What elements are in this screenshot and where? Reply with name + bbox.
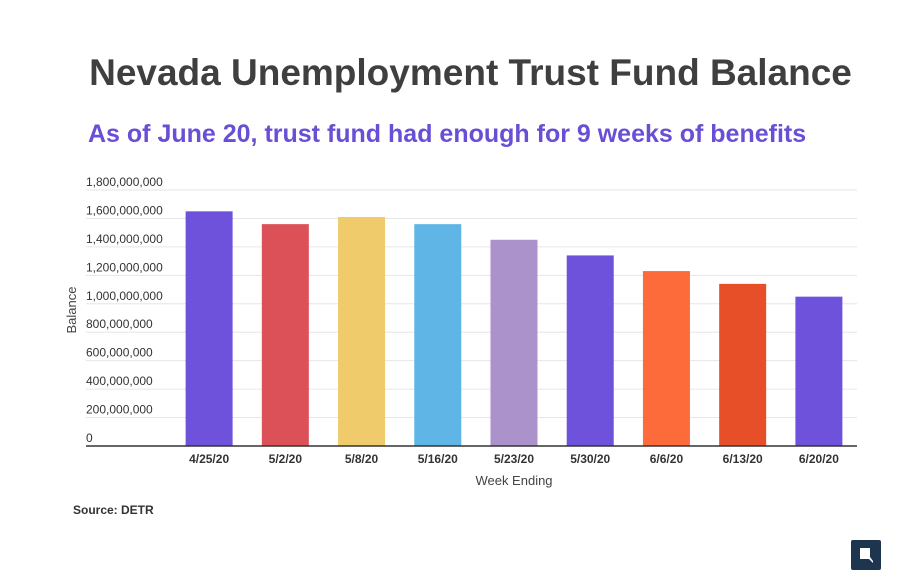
x-tick-label: 6/6/20: [650, 452, 684, 466]
x-tick-label: 5/16/20: [418, 452, 458, 466]
x-tick-label: 6/13/20: [723, 452, 763, 466]
y-tick-label: 1,200,000,000: [86, 260, 163, 274]
x-axis-ticks: 4/25/20 5/2/20 5/8/20 5/16/20 5/23/20 5/30/20…: [189, 452, 839, 466]
y-axis-ticks: 0 200,000,000 400,000,000 600,000,000 800,00…: [86, 175, 163, 445]
y-tick-label: 1,800,000,000: [86, 175, 163, 189]
bar: [185, 211, 233, 446]
y-axis-label: Balance: [64, 287, 79, 334]
x-tick-label: 5/8/20: [345, 452, 379, 466]
x-axis-label: Week Ending: [475, 473, 552, 488]
bar: [261, 224, 309, 446]
x-tick-label: 5/2/20: [269, 452, 303, 466]
x-tick-label: 5/23/20: [494, 452, 534, 466]
chart-subtitle: As of June 20, trust fund had enough for…: [88, 120, 807, 148]
y-tick-label: 800,000,000: [86, 317, 153, 331]
x-tick-label: 5/30/20: [570, 452, 610, 466]
bar: [566, 255, 614, 446]
y-tick-label: 600,000,000: [86, 346, 153, 360]
y-tick-label: 400,000,000: [86, 374, 153, 388]
bars: [185, 211, 843, 446]
y-tick-label: 1,600,000,000: [86, 203, 163, 217]
y-tick-label: 1,000,000,000: [86, 289, 163, 303]
bar: [338, 217, 386, 446]
nevada-state-icon: [851, 540, 881, 570]
bar: [414, 224, 462, 446]
source-note: Source: DETR: [73, 503, 154, 517]
bar: [490, 239, 538, 446]
y-tick-label: 200,000,000: [86, 403, 153, 417]
x-tick-label: 4/25/20: [189, 452, 229, 466]
bar: [719, 283, 767, 446]
y-tick-label: 1,400,000,000: [86, 232, 163, 246]
chart-title: Nevada Unemployment Trust Fund Balance: [89, 52, 852, 93]
bar: [642, 271, 690, 446]
bar: [795, 296, 843, 446]
y-tick-label: 0: [86, 431, 93, 445]
x-tick-label: 6/20/20: [799, 452, 839, 466]
